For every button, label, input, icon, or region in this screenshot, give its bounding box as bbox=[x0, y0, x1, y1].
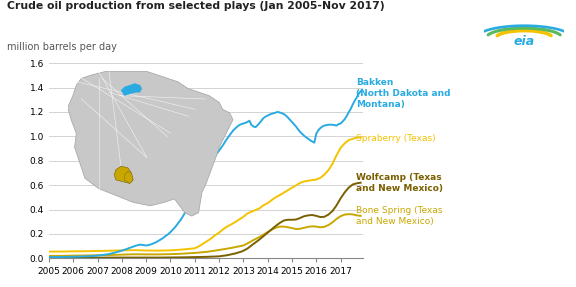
Text: Crude oil production from selected plays (Jan 2005-Nov 2017): Crude oil production from selected plays… bbox=[7, 1, 385, 11]
Polygon shape bbox=[68, 71, 233, 216]
Text: eia: eia bbox=[514, 35, 535, 48]
Text: Bakken
(North Dakota and
Montana): Bakken (North Dakota and Montana) bbox=[357, 78, 451, 109]
Text: million barrels per day: million barrels per day bbox=[7, 42, 117, 52]
Text: Bone Spring (Texas
and New Mexico): Bone Spring (Texas and New Mexico) bbox=[357, 206, 443, 226]
Text: Spraberry (Texas): Spraberry (Texas) bbox=[357, 134, 436, 143]
Polygon shape bbox=[124, 171, 133, 183]
Polygon shape bbox=[121, 84, 142, 96]
Text: Wolfcamp (Texas
and New Mexico): Wolfcamp (Texas and New Mexico) bbox=[357, 173, 444, 193]
Polygon shape bbox=[114, 166, 133, 183]
